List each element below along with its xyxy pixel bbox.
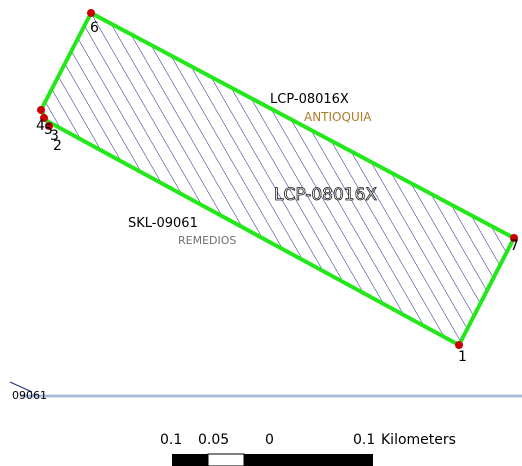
scale-tick-label: 0 — [265, 432, 274, 448]
vertex-1-label: 1 — [458, 349, 467, 365]
region-label: ANTIOQUIA — [304, 110, 372, 124]
scale-segment — [244, 454, 273, 466]
vertex-4-marker[interactable] — [37, 106, 45, 114]
scale-segment — [207, 453, 245, 466]
scale-bar: 0.1 0.05 0 0.1 Kilometers — [160, 432, 456, 466]
parcel-polygon[interactable] — [39, 11, 516, 347]
municipality-label: REMEDIOS — [178, 234, 236, 247]
scale-unit-label: Kilometers — [381, 432, 456, 448]
scale-tick-label: 0.05 — [198, 432, 229, 448]
vertex-4-label: 4 — [36, 118, 45, 134]
vertex-6-marker[interactable] — [87, 9, 95, 17]
vertex-7-marker[interactable] — [510, 234, 518, 242]
polygon-label: LCP-08016X — [274, 185, 377, 205]
parcel-code-label: SKL-09061 — [128, 216, 198, 231]
adjacent-code-label: LCP-08016X — [270, 92, 349, 107]
vertex-markers — [37, 9, 518, 349]
adjacent-hatch-mark — [9, 381, 33, 393]
vertex-5-label: 5 — [44, 122, 53, 138]
scale-segment — [273, 454, 373, 466]
scale-segment — [172, 454, 208, 466]
vertex-3-label: 3 — [50, 128, 59, 144]
vertex-6-label: 6 — [90, 20, 99, 36]
scale-tick-label: 0.1 — [353, 432, 375, 448]
vertex-7-label: 7 — [510, 238, 519, 254]
edge-label: 09061 — [12, 389, 47, 402]
vertex-1-marker[interactable] — [455, 341, 463, 349]
scale-tick-label: 0.1 — [160, 432, 182, 448]
vertex-5-marker[interactable] — [40, 114, 48, 122]
vertex-2-marker[interactable] — [45, 122, 53, 130]
vertex-2-label: 2 — [53, 138, 62, 154]
